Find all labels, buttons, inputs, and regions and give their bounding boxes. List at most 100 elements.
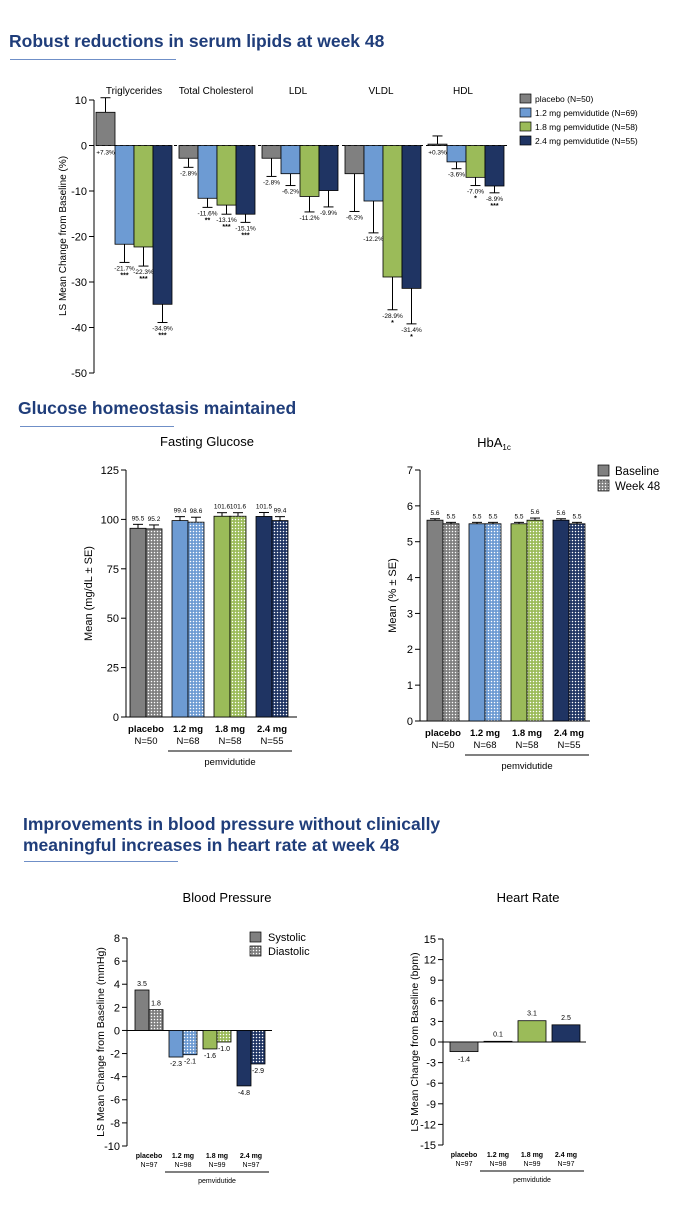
y-tick-label: 0 xyxy=(114,1025,120,1037)
heading-rule xyxy=(24,861,178,862)
y-tick-label: 12 xyxy=(424,955,436,967)
data-label: -22.3% xyxy=(133,269,154,276)
y-tick-label: 0 xyxy=(407,716,413,728)
bar-heart-rate xyxy=(483,1040,513,1043)
data-label: 95.5 xyxy=(132,515,145,522)
legend-label: Week 48 xyxy=(615,481,660,493)
data-label: 99.4 xyxy=(274,508,287,515)
bar-week48 xyxy=(442,523,460,722)
data-label: -2.9 xyxy=(252,1068,264,1075)
data-label: -7.0% xyxy=(467,189,484,196)
bar-baseline xyxy=(213,515,231,718)
y-tick-label: 5 xyxy=(407,537,413,549)
y-tick-label: -20 xyxy=(71,231,87,243)
y-tick-label: 9 xyxy=(430,975,436,987)
bar-baseline xyxy=(510,523,528,722)
y-tick-label: 100 xyxy=(101,514,119,526)
data-label: -15.1% xyxy=(235,225,256,232)
blood-pressure-chart: 8 6 4 2 0 -2 -4 -6 -8 -10 LS Mean Change from Base… xyxy=(95,890,310,1185)
data-label: +0.3% xyxy=(428,150,447,157)
y-tick-label: -10 xyxy=(104,1141,120,1153)
bar-week48 xyxy=(229,515,247,718)
bar-heart-rate xyxy=(551,1024,581,1043)
bar-baseline xyxy=(255,516,273,718)
bar-2 xyxy=(363,145,384,202)
y-tick-label: 2 xyxy=(114,1002,120,1014)
y-tick-label: -10 xyxy=(71,186,87,198)
y-tick-label: 3 xyxy=(407,608,413,620)
y-tick-label: 6 xyxy=(114,956,120,968)
y-tick-label: 0 xyxy=(430,1037,436,1049)
data-label: 5.6 xyxy=(530,509,539,516)
y-tick-label: -8 xyxy=(110,1118,120,1130)
bar-3 xyxy=(382,145,403,278)
significance-marker: ** xyxy=(205,217,211,224)
y-tick-label: -3 xyxy=(426,1058,436,1070)
legend-swatch xyxy=(519,135,532,146)
data-label: 5.5 xyxy=(472,513,481,520)
bar-2 xyxy=(197,145,218,199)
significance-marker: *** xyxy=(120,272,128,279)
group-label: 1.2 mg xyxy=(470,728,500,739)
data-label: -4.8 xyxy=(238,1090,250,1097)
chart-title-subscript: 1c xyxy=(502,443,510,452)
data-label: -6.2% xyxy=(346,214,363,221)
bar-baseline xyxy=(426,519,444,722)
legend-swatch xyxy=(519,121,532,132)
y-tick-label: 4 xyxy=(407,573,413,585)
bar-baseline xyxy=(171,520,189,718)
y-tick-label: 15 xyxy=(424,934,436,946)
group-bracket-label: pemvidutide xyxy=(501,761,552,772)
y-tick-label: -6 xyxy=(110,1095,120,1107)
bar-4 xyxy=(235,145,256,215)
bar-heart-rate xyxy=(449,1041,479,1053)
y-tick-label: 0 xyxy=(113,712,119,724)
y-tick-label: -50 xyxy=(71,368,87,380)
data-label: 1.8 xyxy=(151,1001,161,1008)
group-label: 1.8 mg xyxy=(512,728,542,739)
category-label: LDL xyxy=(289,86,308,97)
data-label: -12.2% xyxy=(363,236,384,243)
category-label: Total Cholesterol xyxy=(179,86,253,97)
legend-swatch xyxy=(597,464,610,477)
data-label: -31.4% xyxy=(401,327,422,334)
group-bracket-label: pemvidutide xyxy=(513,1177,551,1184)
y-tick-label: -2 xyxy=(110,1049,120,1061)
y-tick-label: 6 xyxy=(430,996,436,1008)
data-label: -28.9% xyxy=(382,313,403,320)
bar-baseline xyxy=(552,519,570,722)
data-label: 101.6 xyxy=(214,504,231,511)
chart-title: HbA1c xyxy=(477,435,511,452)
data-label: -8.9% xyxy=(486,196,503,203)
group-label: 1.2 mg xyxy=(173,724,203,735)
data-label: 5.6 xyxy=(430,510,439,517)
group-label: placebo xyxy=(451,1152,477,1159)
bar-3 xyxy=(299,145,320,197)
data-label: -2.8% xyxy=(263,179,280,186)
significance-marker: * xyxy=(391,320,394,327)
legend-label: 1.2 mg pemvidutide (N=69) xyxy=(535,108,638,118)
chart-title: Heart Rate xyxy=(497,890,560,905)
data-label: -2.3 xyxy=(170,1061,182,1068)
bar-4 xyxy=(484,145,505,187)
group-label: 2.4 mg xyxy=(240,1153,262,1160)
y-axis-title: LS Mean Change from Baseline (mmHg) xyxy=(95,947,107,1137)
bar-3 xyxy=(216,145,237,206)
data-label: 3.1 xyxy=(527,1011,537,1018)
heading-bp-line2: meaningful increases in heart rate at we… xyxy=(23,835,400,855)
group-n: N=97 xyxy=(243,1162,260,1169)
group-n: N=99 xyxy=(524,1161,541,1168)
group-label: 1.8 mg xyxy=(521,1152,543,1159)
significance-marker: *** xyxy=(222,224,230,231)
y-tick-label: -9 xyxy=(426,1099,436,1111)
bar-baseline xyxy=(129,527,147,718)
group-n: N=97 xyxy=(558,1161,575,1168)
y-axis-title: Mean (% ± SE) xyxy=(387,558,399,633)
y-axis-title: LS Mean Change from Baseline (bpm) xyxy=(409,952,421,1131)
data-label: -11.6% xyxy=(197,210,217,217)
data-label: 5.5 xyxy=(572,513,581,520)
group-n: N=50 xyxy=(135,736,158,747)
group-label: 2.4 mg xyxy=(555,1152,577,1159)
bar-baseline xyxy=(468,523,486,722)
fasting-glucose-chart: 0 25 50 75 100 125 Mean (mg/dL ± SE) 95.5 95.2 pl… xyxy=(83,434,297,768)
